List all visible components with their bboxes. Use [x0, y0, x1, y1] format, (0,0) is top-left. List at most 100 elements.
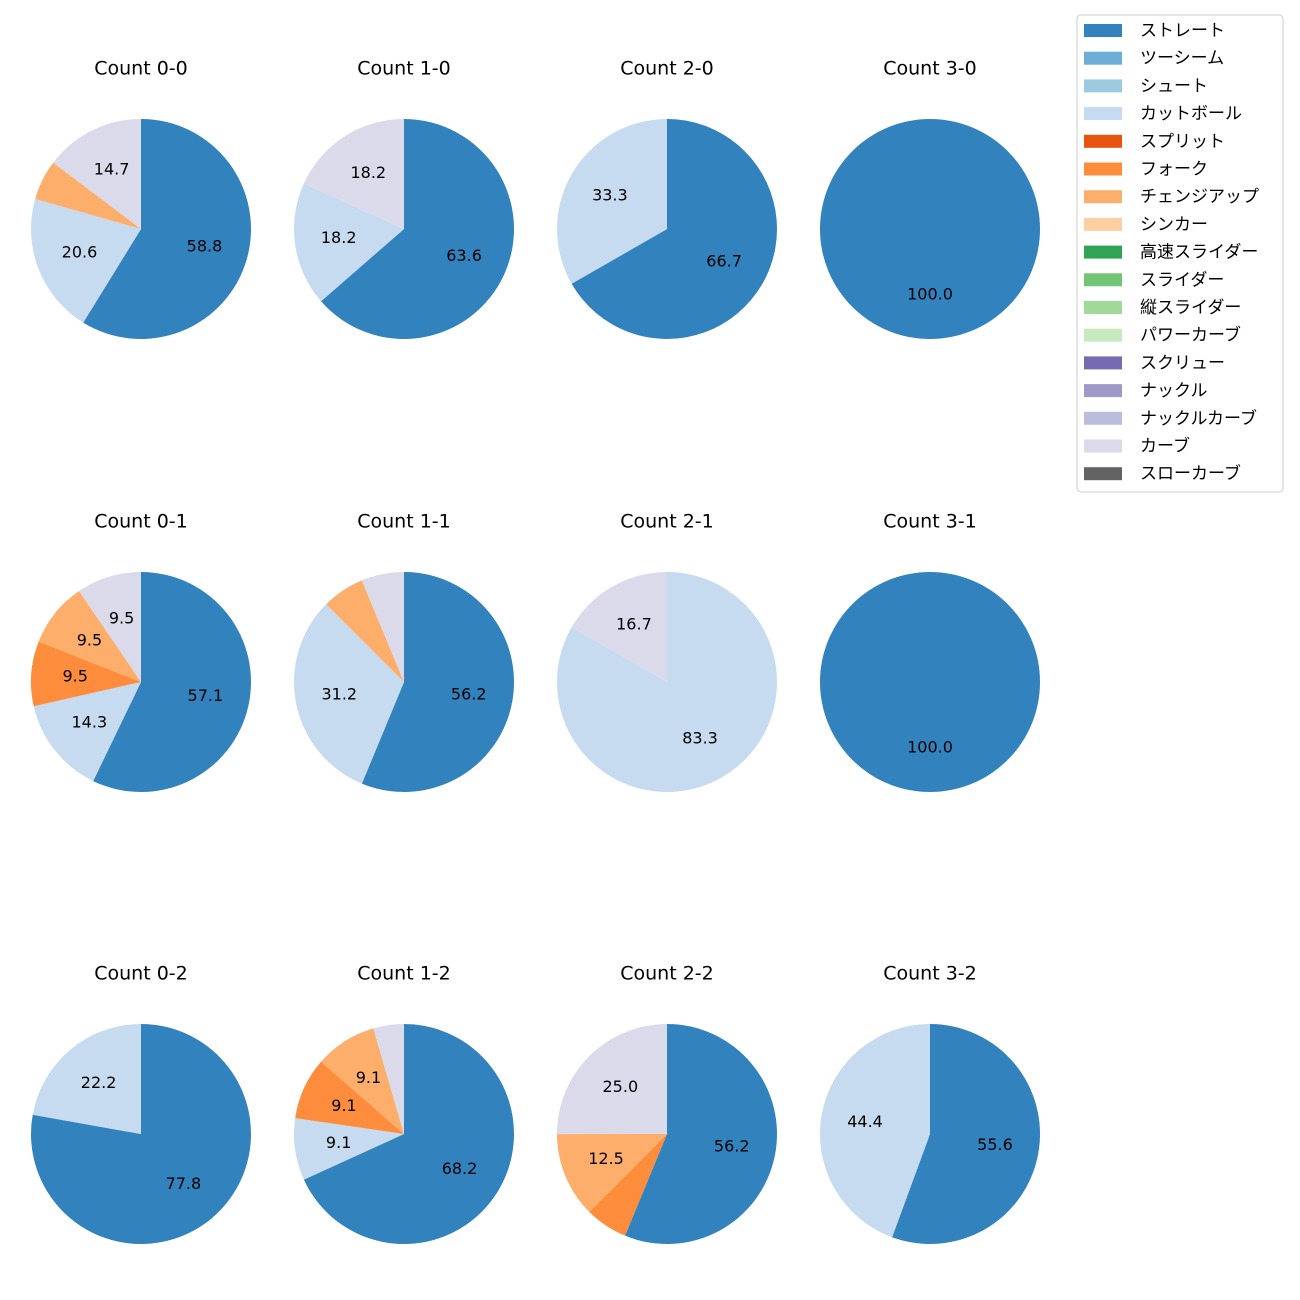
pie-panel: Count 3-1 100.0 — [820, 511, 1040, 792]
pie-slice-label: 56.2 — [451, 684, 487, 703]
pie-slice — [93, 572, 252, 792]
pie-title: Count 0-1 — [94, 511, 188, 533]
pie-slice — [892, 1024, 1041, 1244]
legend-label: シュート — [1140, 76, 1208, 96]
pie-title: Count 2-1 — [620, 511, 714, 533]
pie-slice-label: 66.7 — [706, 252, 742, 271]
pie-slice-label: 100.0 — [907, 285, 953, 304]
pie-title: Count 3-2 — [883, 963, 977, 985]
pie-title: Count 0-0 — [94, 58, 188, 80]
pie-slice — [571, 119, 777, 339]
pie-panel: Count 1-268.29.19.19.1 — [294, 963, 514, 1244]
pie-slice — [30, 198, 141, 323]
legend-swatch — [1084, 439, 1122, 453]
pie-panel: Count 1-0 63.6 18.2 18.2 — [294, 58, 514, 339]
pie-slice — [373, 1024, 404, 1134]
pie-slice — [557, 1024, 667, 1135]
pie-slice — [35, 162, 141, 229]
pie-slice — [321, 119, 514, 339]
pie-title: Count 3-1 — [883, 511, 977, 533]
pie-slice — [303, 119, 404, 229]
legend-label: ナックルカーブ — [1140, 408, 1257, 429]
pie-slice — [820, 119, 1040, 339]
pie-panel: Count 1-1 56.2 31.2 — [294, 511, 514, 792]
pie-slice-label: 12.5 — [588, 1149, 624, 1168]
pie-slice — [326, 580, 404, 682]
pie-slice-label: 68.2 — [442, 1159, 478, 1178]
pie-panel: Count 2-0 66.7 33.3 — [556, 58, 777, 339]
pie-slice-label: 9.1 — [331, 1096, 356, 1115]
pie-panel: Count 3-2 55.6 44.4 — [819, 963, 1041, 1244]
pie-slice — [819, 1024, 930, 1238]
pie-panel: Count 0-1 57.1 14.3 9.5 9.5 9.5 — [30, 511, 252, 792]
legend-label: ナックル — [1140, 381, 1208, 401]
pie-slice-label: 14.3 — [72, 713, 108, 732]
pie-slice-label: 44.4 — [847, 1112, 883, 1131]
pie-slice — [33, 682, 142, 782]
pie-panel: Count 2-2 56.2 12.5 25.0 — [557, 963, 777, 1244]
pie-slice-label: 18.2 — [321, 228, 357, 247]
pie-slice — [294, 1118, 404, 1180]
pie-slice — [38, 591, 141, 682]
legend-swatch — [1084, 273, 1122, 287]
legend-label: スライダー — [1140, 270, 1224, 290]
pie-title: Count 3-0 — [883, 58, 977, 80]
legend-swatch — [1084, 24, 1122, 37]
pie-slice-label: 9.1 — [356, 1068, 381, 1087]
pie-slice-label: 25.0 — [603, 1077, 639, 1096]
legend-swatch — [1084, 245, 1122, 259]
pie-slice-label: 18.2 — [350, 163, 386, 182]
pie-slice-label: 22.2 — [81, 1073, 117, 1092]
pie-slice-label: 9.1 — [326, 1133, 351, 1152]
pie-title: Count 1-0 — [357, 58, 451, 80]
pie-slice-label: 31.2 — [321, 684, 357, 703]
legend-frame — [1076, 14, 1284, 493]
pie-slice — [79, 572, 141, 682]
pie-panel: Count 3-0 100.0 — [820, 58, 1040, 339]
legend-swatch — [1084, 467, 1122, 481]
pie-slice-label: 20.6 — [62, 242, 98, 261]
legend-label: シンカー — [1140, 215, 1208, 235]
pie-slice — [557, 1134, 667, 1212]
pie-slice-label: 63.6 — [446, 246, 482, 265]
pie-title: Count 2-2 — [620, 963, 714, 985]
pie-slice — [295, 1061, 404, 1134]
pie-panel: Count 2-1 83.3 16.7 — [557, 511, 777, 792]
pie-slice-label: 33.3 — [592, 185, 628, 204]
pie-slice — [294, 183, 404, 302]
pie-slice — [556, 119, 667, 284]
legend-swatch — [1084, 134, 1122, 148]
legend-label: スローカーブ — [1140, 463, 1241, 484]
pie-slice — [361, 572, 404, 682]
pie-slice-label: 9.5 — [109, 608, 134, 627]
legend-swatch — [1084, 328, 1122, 342]
pie-panel: Count 0-2 77.8 22.2 — [31, 963, 252, 1244]
pie-slice — [53, 119, 141, 229]
legend-label: スプリット — [1140, 132, 1225, 152]
legend-swatch — [1084, 190, 1122, 204]
legend-label: 縦スライダー — [1140, 298, 1241, 318]
pie-title: Count 1-2 — [357, 963, 451, 985]
pie-slice — [625, 1024, 777, 1244]
pie-slice-label: 58.8 — [187, 237, 223, 256]
legend-swatch — [1084, 51, 1122, 65]
pie-slice-label: 77.8 — [166, 1174, 202, 1193]
legend-label: パワーカーブ — [1140, 325, 1241, 346]
pie-slice-label: 16.7 — [616, 614, 652, 633]
pie-slice-label: 100.0 — [907, 738, 953, 757]
legend-swatch — [1084, 384, 1122, 398]
pie-slice — [820, 572, 1040, 792]
pie-slice — [83, 119, 251, 339]
legend-label: ストレート — [1140, 21, 1225, 41]
pie-slice — [30, 641, 141, 707]
legend-swatch — [1084, 411, 1122, 425]
pie-slice — [571, 572, 667, 682]
pie-slice — [32, 1024, 141, 1134]
pie-slice — [589, 1134, 667, 1236]
pie-title: Count 1-1 — [357, 511, 451, 533]
pie-title: Count 2-0 — [620, 58, 714, 80]
pie-panel: Count 0-0 58.8 20.6 14.7 — [30, 58, 251, 339]
pie-slice — [321, 1028, 404, 1134]
legend-label: フォーク — [1140, 160, 1208, 180]
